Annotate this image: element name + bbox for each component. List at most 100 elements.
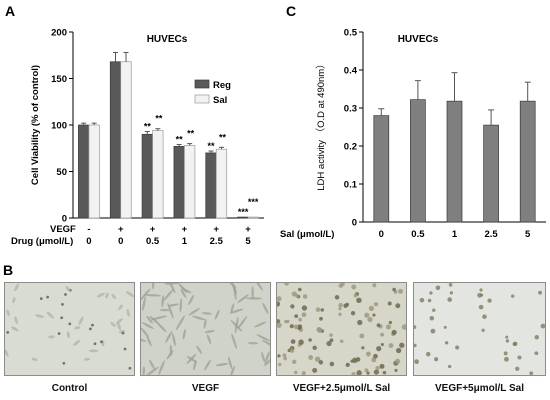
cell-dot	[6, 331, 10, 334]
chart-a-sig-reg: ***	[238, 207, 249, 217]
chart-a-y-tick-label: 200	[51, 28, 67, 39]
cell-dot	[372, 313, 376, 317]
cell-shape	[264, 355, 270, 367]
cell-shape	[151, 315, 167, 320]
cell-shape	[126, 291, 134, 298]
cell-shape	[115, 318, 123, 325]
chart-c-y-tick-label: 0.1	[344, 180, 358, 191]
cell-dot	[364, 312, 370, 318]
chart-c-x-tick-label: 5	[525, 229, 531, 240]
cell-dot	[515, 366, 520, 371]
cell-dot	[512, 342, 517, 346]
cell-shape	[126, 309, 130, 317]
cell-dot	[398, 288, 403, 294]
cell-dot	[290, 304, 295, 309]
cell-shape	[118, 304, 123, 311]
cell-dot	[505, 335, 509, 339]
chart-a-bar-reg	[78, 124, 90, 219]
micrograph-caption-vegf-2-5-sal: VEGF+2.5μmol/L Sal	[292, 383, 391, 394]
cell-dot	[57, 332, 61, 335]
cell-dot	[394, 368, 398, 372]
cell-dot	[338, 302, 343, 308]
cell-dot	[503, 351, 508, 356]
cell-shape	[105, 292, 109, 299]
cell-dot	[388, 320, 393, 325]
cell-dot	[388, 343, 394, 348]
cell-dot	[308, 354, 314, 360]
cell-shape	[141, 288, 151, 301]
chart-a-bar-sal	[247, 216, 259, 219]
cell-shape	[251, 286, 254, 300]
cell-dot	[376, 346, 382, 352]
cell-dot	[301, 305, 308, 311]
cell-dot	[334, 295, 340, 300]
chart-a-bar-sal	[215, 148, 228, 219]
cell-dot	[39, 297, 43, 301]
cell-shape	[159, 308, 170, 312]
cell-shape	[180, 288, 187, 298]
cell-shape	[231, 333, 238, 350]
cell-shape	[6, 309, 10, 316]
cell-shape	[142, 366, 145, 375]
cell-shape	[192, 315, 206, 321]
cell-dot	[301, 371, 306, 375]
chart-a-legend-swatch-sal	[194, 94, 210, 104]
chart-c-x-tick-label: 0	[379, 229, 384, 240]
cell-dot	[534, 351, 539, 356]
cell-dot	[534, 335, 539, 340]
cell-dot	[345, 362, 350, 367]
cell-shape	[161, 295, 165, 308]
cell-shape	[188, 294, 195, 306]
cell-shape	[169, 283, 176, 294]
cell-dot	[419, 297, 425, 303]
chart-a-bar-reg	[237, 216, 249, 219]
cell-dot	[293, 324, 299, 330]
chart-c-ylabel: LDH activity （O.D at 490nm）	[315, 59, 327, 190]
chart-a-sig-reg: **	[144, 122, 152, 132]
cell-dot	[510, 294, 515, 298]
cell-shape	[188, 307, 200, 316]
cell-dot	[121, 331, 125, 335]
cell-shape	[167, 303, 179, 307]
cell-dot	[365, 351, 371, 357]
cell-shape	[248, 342, 259, 345]
cell-dot	[376, 323, 381, 328]
cell-dot	[286, 319, 290, 324]
cell-shape	[261, 351, 265, 362]
chart-c-y-tick-label: 0.4	[344, 66, 358, 77]
cell-shape	[66, 331, 70, 338]
micrograph-caption-vegf: VEGF	[191, 383, 220, 394]
cell-dot	[368, 305, 375, 312]
cell-dot	[46, 295, 49, 299]
micrograph-vegf-2-5-sal	[276, 282, 407, 376]
cell-shape	[11, 326, 19, 332]
cell-shape	[151, 283, 155, 290]
cell-dot	[448, 283, 453, 287]
cell-shape	[12, 297, 16, 304]
chart-a-bar-reg	[109, 61, 122, 219]
cell-dot	[283, 356, 288, 361]
cell-dot	[444, 341, 449, 345]
cell-shape	[175, 315, 185, 331]
cell-dot	[315, 307, 321, 312]
cell-dot	[540, 323, 545, 329]
cell-shape	[35, 314, 45, 318]
cell-shape	[204, 330, 215, 334]
cell-dot	[414, 343, 417, 348]
chart-c-bar	[519, 100, 536, 223]
cell-dot	[277, 319, 281, 324]
cell-shape	[88, 349, 99, 353]
cell-dot	[361, 346, 365, 350]
cell-shape	[73, 340, 81, 347]
cell-dot	[312, 367, 318, 373]
cell-dot	[295, 293, 300, 298]
cell-dot	[371, 357, 377, 363]
micrograph-vegf-5-sal	[413, 282, 546, 376]
cell-dot	[387, 301, 392, 306]
cell-dot	[277, 296, 282, 302]
cell-shape	[204, 359, 212, 371]
chart-a-vegf-tick-label: +	[150, 224, 156, 235]
chart-a-legend-label-sal: Sal	[213, 95, 227, 106]
cell-dot	[292, 359, 297, 364]
cell-shape	[214, 309, 220, 320]
